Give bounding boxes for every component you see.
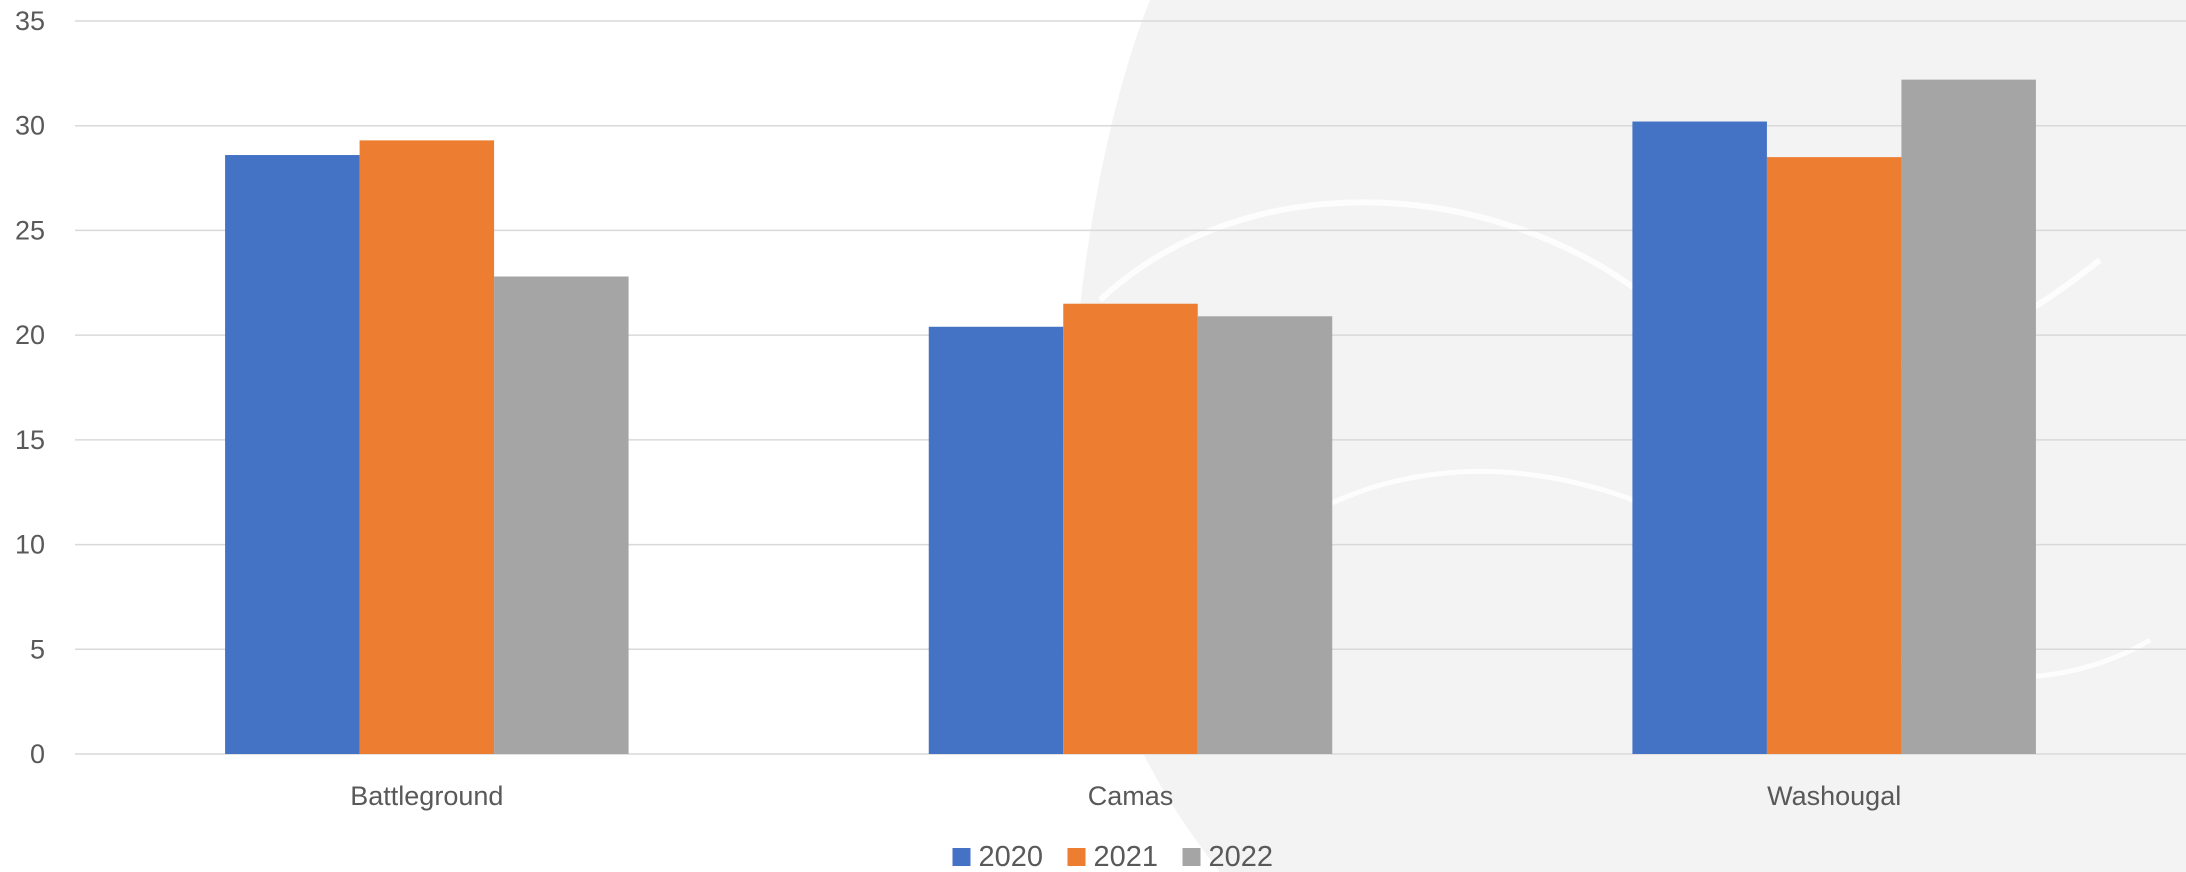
y-tick-label: 10 xyxy=(15,530,45,560)
x-category-label: Washougal xyxy=(1767,781,1901,811)
bar-2022-battleground xyxy=(494,276,629,754)
legend-label-2020: 2020 xyxy=(979,841,1044,872)
y-tick-label: 20 xyxy=(15,320,45,350)
bar-2021-washougal xyxy=(1766,157,1902,755)
y-axis-tick-labels: 0 5 10 15 20 25 30 35 xyxy=(15,6,45,769)
y-tick-label: 5 xyxy=(30,634,45,664)
y-tick-label: 25 xyxy=(15,215,45,245)
y-tick-label: 35 xyxy=(15,6,45,36)
y-tick-label: 15 xyxy=(15,425,45,455)
bar-2022-washougal xyxy=(1901,79,2036,754)
y-tick-label: 0 xyxy=(30,739,45,769)
bar-2021-battleground xyxy=(359,140,495,755)
legend-swatch-2020 xyxy=(952,848,971,866)
y-tick-label: 30 xyxy=(15,111,45,141)
bar-2022-camas xyxy=(1197,316,1333,754)
x-axis-category-labels: Battleground Camas Washougal xyxy=(350,781,1901,811)
legend-swatch-2022 xyxy=(1182,848,1201,866)
bar-2020-battleground xyxy=(225,155,360,754)
x-category-label: Camas xyxy=(1088,781,1174,811)
legend-label-2021: 2021 xyxy=(1094,841,1159,872)
bars xyxy=(225,79,2036,755)
bar-2021-camas xyxy=(1063,303,1198,754)
bar-2020-camas xyxy=(928,326,1064,754)
legend: 2020 2021 2022 xyxy=(952,841,1274,872)
bar-2020-washougal xyxy=(1632,121,1767,755)
legend-swatch-2021 xyxy=(1067,848,1086,866)
legend-label-2022: 2022 xyxy=(1209,841,1274,872)
x-category-label: Battleground xyxy=(350,781,503,811)
